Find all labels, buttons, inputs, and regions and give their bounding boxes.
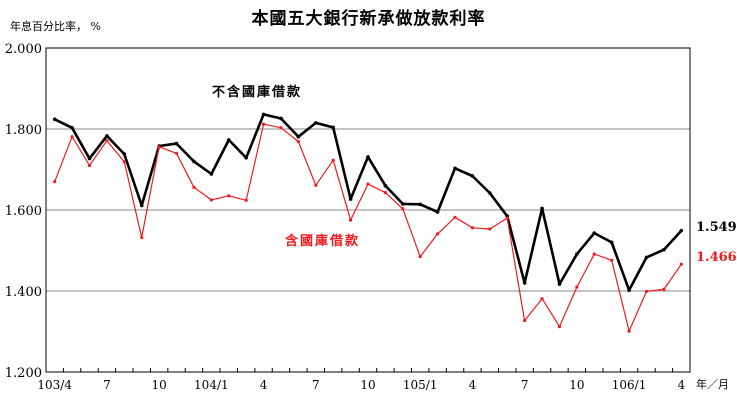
x-tick-label: 105/1 — [403, 378, 438, 392]
x-tick-label: 103/4 — [37, 378, 72, 392]
data-point — [366, 155, 370, 159]
data-point — [644, 289, 649, 294]
x-tick-label: 10 — [151, 378, 166, 392]
data-point — [557, 325, 562, 329]
data-point — [261, 112, 266, 117]
y-tick-label: 2.000 — [5, 42, 42, 57]
data-point — [226, 138, 231, 142]
data-point — [105, 139, 109, 143]
x-tick-label: 7 — [521, 378, 529, 392]
data-point — [192, 159, 196, 164]
x-tick-label: 4 — [677, 378, 685, 392]
x-tick-label: 7 — [312, 378, 320, 392]
data-point — [540, 206, 544, 211]
data-point — [522, 281, 527, 285]
data-point — [662, 287, 666, 291]
y-tick-label: 1.200 — [5, 366, 42, 381]
data-point — [627, 329, 631, 333]
data-point — [470, 226, 475, 230]
data-point — [488, 227, 492, 231]
data-point — [609, 240, 614, 245]
x-axis-label: 年／月 — [696, 378, 729, 391]
data-point — [140, 235, 144, 240]
data-point — [105, 134, 109, 138]
data-point — [174, 141, 179, 146]
data-point — [87, 163, 92, 168]
data-point — [383, 183, 388, 188]
data-point — [610, 258, 614, 262]
x-tick-label: 4 — [469, 378, 477, 392]
x-tick-label: 10 — [360, 378, 375, 392]
data-point — [296, 139, 300, 144]
data-point — [453, 166, 457, 171]
y-axis-label: 年息百分比率， % — [10, 20, 101, 33]
data-point — [575, 285, 579, 289]
data-point — [505, 216, 509, 220]
plot-frame — [45, 47, 691, 373]
data-point — [192, 185, 196, 189]
data-point — [209, 198, 213, 202]
data-point — [470, 174, 475, 178]
data-point — [679, 228, 684, 233]
data-point — [279, 126, 283, 130]
x-tick-label: 4 — [260, 378, 268, 392]
chart-title: 本國五大銀行新承做放款利率 — [251, 9, 486, 29]
x-tick-label: 10 — [569, 378, 584, 392]
data-point — [401, 207, 405, 211]
series-label-excluding-treasury: 不含國庫借款 — [212, 85, 303, 100]
y-tick-label: 1.800 — [5, 123, 42, 138]
data-point — [314, 183, 318, 187]
x-tick-label: 104/1 — [194, 378, 229, 392]
data-point — [244, 155, 248, 160]
data-point — [436, 232, 440, 236]
data-point — [662, 247, 666, 252]
series-label-including-treasury: 含國庫借款 — [285, 234, 361, 249]
data-point — [523, 318, 527, 323]
data-point — [174, 151, 179, 155]
end-value-label-including-treasury: 1.466 — [696, 250, 737, 265]
data-point — [279, 116, 283, 121]
data-point — [575, 252, 579, 256]
data-point — [453, 215, 457, 219]
data-point — [644, 255, 649, 260]
data-point — [331, 125, 335, 130]
y-tick-label: 1.400 — [5, 285, 42, 300]
data-point — [488, 191, 492, 195]
data-point — [348, 197, 353, 201]
data-point — [313, 121, 318, 125]
data-point — [418, 254, 422, 259]
data-point — [139, 203, 144, 208]
data-point — [348, 218, 353, 222]
x-tick-label: 106/1 — [612, 378, 647, 392]
data-point — [592, 231, 597, 235]
data-point — [53, 180, 57, 184]
data-point — [331, 158, 335, 162]
data-point — [592, 252, 596, 256]
data-point — [435, 210, 440, 214]
data-point — [296, 134, 301, 139]
data-point — [70, 125, 74, 130]
data-point — [122, 160, 126, 164]
data-point — [557, 282, 562, 286]
data-point — [122, 152, 127, 156]
data-point — [209, 172, 214, 176]
data-point — [70, 135, 74, 139]
data-point — [366, 182, 370, 186]
data-point — [244, 198, 248, 202]
y-tick-label: 1.600 — [5, 204, 42, 219]
data-point — [87, 156, 92, 161]
data-point — [418, 202, 423, 207]
data-point — [401, 202, 405, 206]
x-tick-label: 7 — [103, 378, 111, 392]
end-value-label-excluding-treasury: 1.549 — [696, 220, 737, 235]
data-point — [679, 262, 683, 266]
data-point — [227, 194, 231, 198]
data-point — [261, 122, 266, 126]
data-point — [540, 297, 544, 301]
data-point — [627, 288, 631, 292]
data-point — [52, 117, 57, 122]
data-point — [157, 145, 161, 149]
data-point — [383, 190, 388, 195]
